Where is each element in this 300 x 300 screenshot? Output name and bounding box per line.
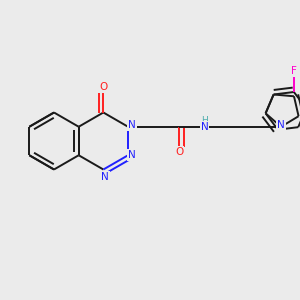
Text: O: O — [99, 82, 107, 92]
Text: N: N — [201, 122, 208, 132]
Text: N: N — [128, 150, 136, 160]
Text: O: O — [175, 147, 183, 157]
Text: H: H — [201, 116, 208, 125]
Text: N: N — [101, 172, 109, 182]
Text: N: N — [128, 120, 136, 130]
Text: N: N — [277, 120, 285, 130]
Text: F: F — [291, 66, 297, 76]
